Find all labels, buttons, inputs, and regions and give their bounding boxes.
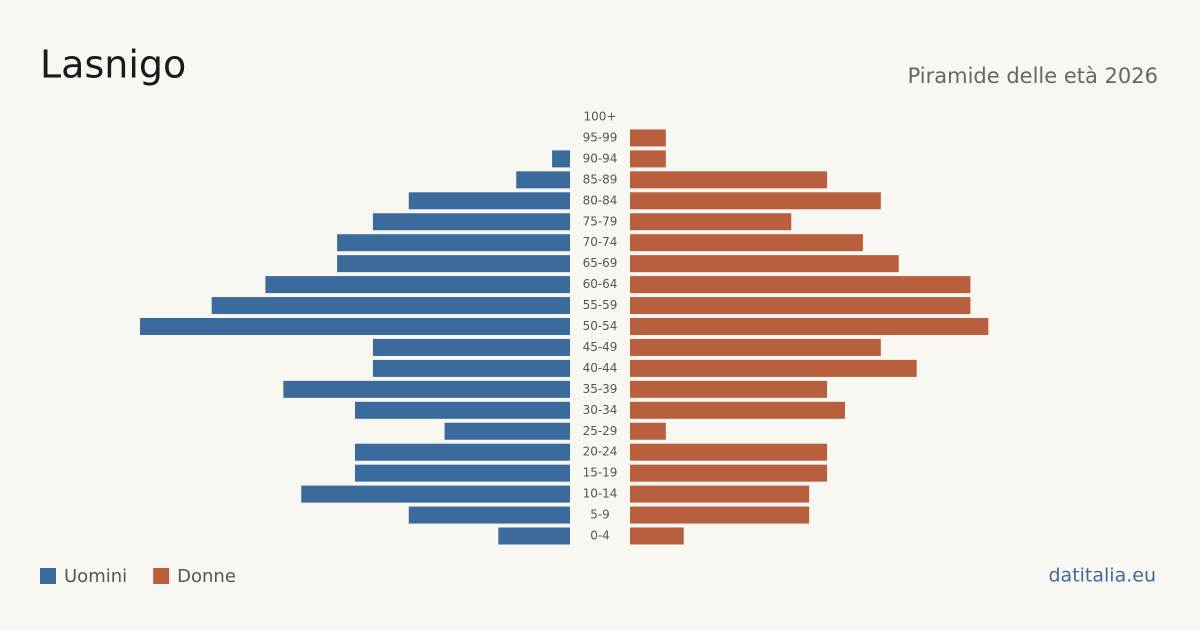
- bar: [630, 129, 666, 147]
- age-label: 65-69: [583, 256, 618, 270]
- bar: [498, 527, 570, 545]
- bar: [630, 276, 971, 294]
- age-label: 15-19: [583, 466, 618, 480]
- bar: [408, 506, 570, 524]
- bar: [337, 255, 570, 273]
- age-label: 35-39: [583, 382, 618, 396]
- bar: [630, 192, 881, 210]
- age-label: 75-79: [583, 214, 618, 228]
- bar: [630, 443, 828, 461]
- bar: [265, 276, 570, 294]
- age-label: 45-49: [583, 340, 618, 354]
- bar: [140, 318, 570, 335]
- bar: [355, 464, 570, 482]
- age-label: 100+: [584, 110, 617, 124]
- bar: [552, 150, 570, 168]
- bar: [355, 401, 570, 419]
- bar: [211, 297, 570, 315]
- bar: [630, 485, 810, 503]
- bar: [630, 422, 666, 440]
- bar: [630, 150, 666, 168]
- chart-title: Lasnigo: [40, 43, 186, 87]
- age-label: 80-84: [583, 193, 618, 207]
- age-label: 50-54: [583, 319, 618, 333]
- age-label: 10-14: [583, 487, 618, 501]
- bar: [516, 171, 570, 189]
- bar: [408, 192, 570, 210]
- bar: [355, 443, 570, 461]
- age-label: 85-89: [583, 172, 618, 186]
- bar: [630, 527, 684, 545]
- age-label: 95-99: [583, 130, 618, 144]
- age-label: 20-24: [583, 445, 618, 459]
- age-label: 25-29: [583, 424, 618, 438]
- legend-label: Donne: [177, 566, 236, 587]
- source: datitalia.eu: [1049, 565, 1157, 587]
- bar: [337, 234, 570, 252]
- bar: [372, 359, 570, 377]
- age-label: 70-74: [583, 235, 618, 249]
- bar: [630, 401, 845, 419]
- bar: [630, 338, 881, 356]
- age-label: 30-34: [583, 403, 618, 417]
- bar: [630, 380, 828, 398]
- age-label: 60-64: [583, 277, 618, 291]
- legend-swatch: [153, 568, 170, 584]
- bar: [630, 171, 828, 189]
- bar: [630, 213, 792, 231]
- bar: [630, 318, 989, 335]
- chart-subtitle: Piramide delle età 2026: [908, 64, 1158, 88]
- bar: [630, 255, 899, 273]
- legend-swatch: [40, 568, 56, 584]
- age-label: 90-94: [583, 151, 618, 165]
- bar: [301, 485, 570, 503]
- bar: [630, 234, 863, 252]
- bar: [630, 464, 828, 482]
- age-label: 0-4: [590, 529, 610, 543]
- bar: [283, 380, 570, 398]
- age-label: 55-59: [583, 298, 618, 312]
- bar: [372, 338, 570, 356]
- age-label: 5-9: [590, 508, 610, 522]
- age-label: 40-44: [583, 361, 618, 375]
- bar: [630, 506, 810, 524]
- bar: [372, 213, 570, 231]
- bar: [444, 422, 570, 440]
- legend-label: Uomini: [64, 566, 127, 587]
- bar: [630, 359, 917, 377]
- bar: [630, 297, 971, 315]
